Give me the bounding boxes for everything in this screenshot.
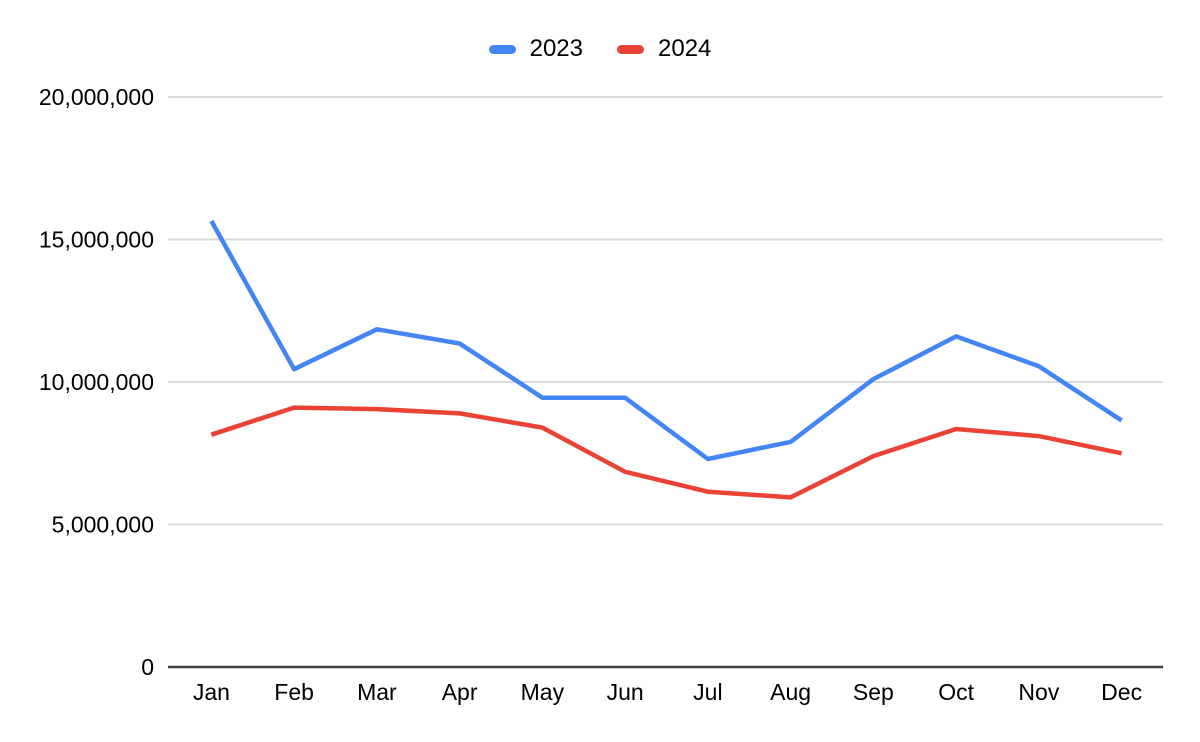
x-axis-label: Jan [193, 679, 230, 705]
x-axis-label: Dec [1101, 679, 1142, 705]
x-axis-label: Mar [357, 679, 397, 705]
series-line-2023 [209, 219, 1123, 462]
x-axis-label: Feb [274, 679, 314, 705]
x-axis-label: Oct [938, 679, 974, 705]
x-axis-label: Sep [853, 679, 894, 705]
x-axis-label: May [521, 679, 565, 705]
legend-item-2023[interactable]: 2023 [488, 35, 583, 63]
y-axis-tick-label: 5,000,000 [52, 512, 154, 538]
legend-item-2024[interactable]: 2024 [617, 35, 711, 63]
y-axis-tick-label: 15,000,000 [39, 227, 154, 253]
series-line-2024 [210, 405, 1123, 500]
x-axis-label: Aug [770, 679, 811, 705]
x-axis-label: Jun [607, 679, 644, 705]
x-axis-label: Nov [1018, 679, 1059, 705]
chart-legend: 2023 2024 [0, 35, 1200, 63]
legend-swatch-2023-icon [488, 44, 516, 54]
x-axis-label: Apr [442, 679, 478, 705]
y-axis-tick-label: 10,000,000 [39, 369, 154, 395]
y-axis-tick-label: 20,000,000 [39, 84, 154, 110]
legend-label-2024: 2024 [658, 35, 712, 62]
legend-swatch-2024-icon [617, 44, 644, 54]
legend-label-2023: 2023 [529, 35, 583, 62]
x-axis-label: Jul [693, 679, 722, 705]
y-axis-tick-label: 0 [141, 654, 154, 680]
